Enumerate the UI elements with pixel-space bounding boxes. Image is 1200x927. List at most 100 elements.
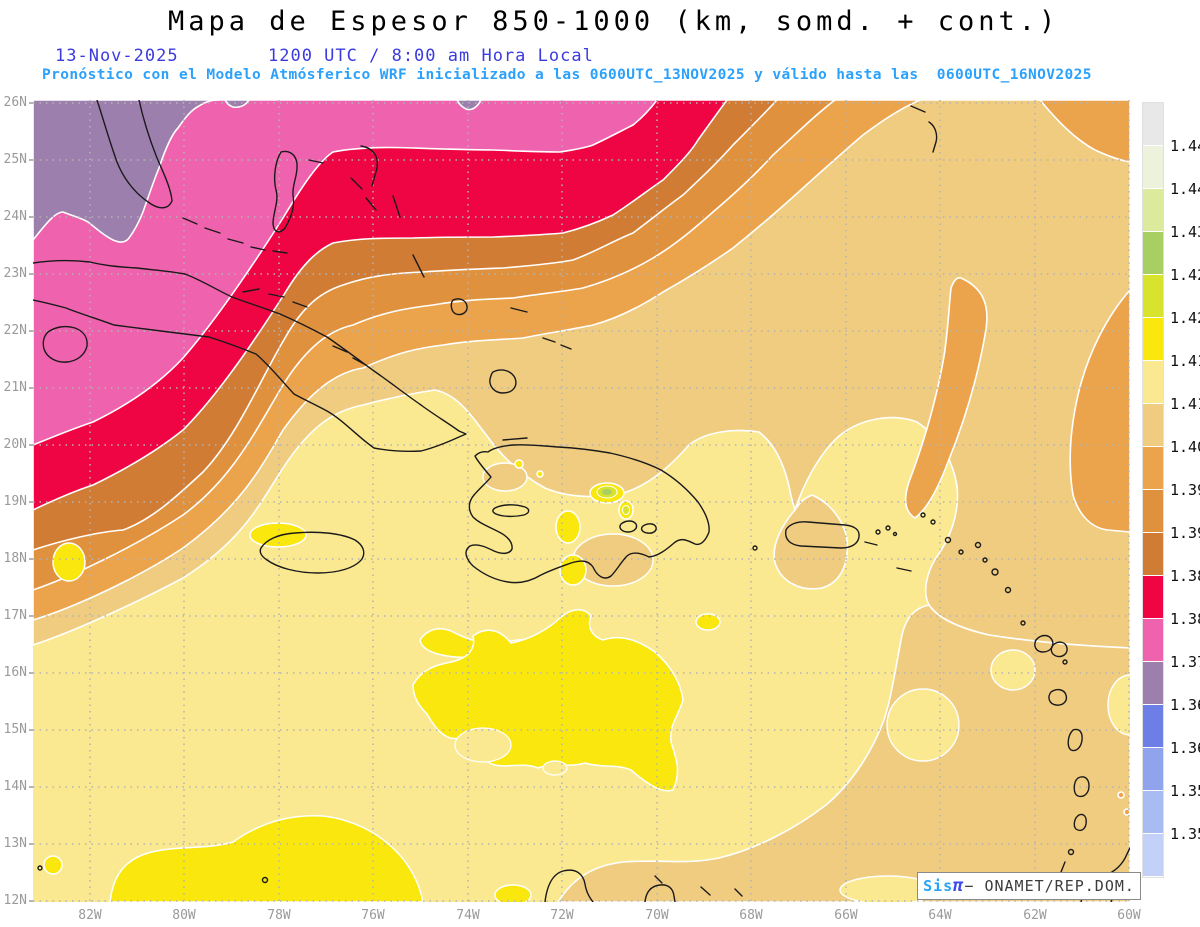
lat-label-17n: 17N (3, 608, 27, 623)
colorbar-segment-2 (1143, 189, 1163, 232)
lat-label-19n: 19N (3, 494, 27, 509)
lon-label-80w: 80W (172, 908, 196, 923)
coastline-florida (96, 100, 173, 209)
forecast-time: 1200 UTC / 8:00 am Hora Local (268, 46, 594, 66)
colorbar-label-1.41: 1.41 (1170, 395, 1200, 413)
watermark-onamet: − ONAMET/REP.DOM. (964, 877, 1135, 895)
pale-pockets (839, 649, 1130, 902)
lon-label-60w: 60W (1117, 908, 1141, 923)
lat-label-16n: 16N (3, 665, 27, 680)
thickness-colorbar (1142, 102, 1164, 878)
yellow-blobs (43, 459, 721, 902)
green-core (602, 489, 612, 495)
model-init-text: Pronóstico con el Modelo Atmósferico WRF… (42, 67, 1092, 83)
lon-label-66w: 66W (834, 908, 858, 923)
lat-tick (29, 387, 33, 389)
coastline-lakes-hispaniola (619, 520, 657, 534)
colorbar-segment-14 (1143, 705, 1163, 748)
lat-lon-gridlines (33, 100, 1130, 902)
lat-label-18n: 18N (3, 551, 27, 566)
coastline-small-islands-west (37, 865, 269, 884)
colorbar-segment-7 (1143, 404, 1163, 447)
lat-label-15n: 15N (3, 722, 27, 737)
forecast-date: 13-Nov-2025 (55, 46, 179, 66)
colorbar-label-1.392: 1.392 (1170, 524, 1200, 542)
lon-label-72w: 72W (550, 908, 574, 923)
coastline-cuba (33, 259, 467, 453)
yellow-blob-holes (454, 727, 568, 776)
map-canvas (33, 100, 1130, 902)
coastline-isle-of-youth (42, 325, 88, 363)
colorbar-label-1.422: 1.422 (1170, 309, 1200, 327)
lon-label-68w: 68W (739, 908, 763, 923)
coastline-jamaica (259, 531, 365, 574)
lon-label-82w: 82W (78, 908, 102, 923)
lat-tick (29, 501, 33, 503)
colorbar-segment-1 (1143, 146, 1163, 189)
colorbar-segment-15 (1143, 748, 1163, 791)
colorbar-label-1.374: 1.374 (1170, 653, 1200, 671)
watermark-sis: Sis (923, 877, 954, 895)
colorbar-label-1.386: 1.386 (1170, 567, 1200, 585)
lon-label-78w: 78W (267, 908, 291, 923)
colorbar-segment-5 (1143, 318, 1163, 361)
lat-tick (29, 558, 33, 560)
colorbar-label-1.404: 1.404 (1170, 438, 1200, 456)
lon-label-74w: 74W (456, 908, 480, 923)
coastline-cuban-cays (242, 288, 367, 366)
colorbar-segment-17 (1143, 834, 1163, 877)
lat-tick (29, 786, 33, 788)
colorbar-segment-12 (1143, 619, 1163, 662)
lat-tick (29, 672, 33, 674)
lat-tick (29, 444, 33, 446)
lat-tick (29, 330, 33, 332)
lat-label-14n: 14N (3, 779, 27, 794)
coastline-bahamas (272, 105, 938, 394)
colorbar-label-1.446: 1.446 (1170, 137, 1200, 155)
band-pink (33, 100, 658, 446)
lat-tick (29, 729, 33, 731)
colorbar-segment-13 (1143, 662, 1163, 705)
lat-label-24n: 24N (3, 209, 27, 224)
colorbar-label-1.362: 1.362 (1170, 739, 1200, 757)
lat-tick (29, 216, 33, 218)
colorbar-label-1.38: 1.38 (1170, 610, 1200, 628)
colorbar-label-1.416: 1.416 (1170, 352, 1200, 370)
lat-label-22n: 22N (3, 323, 27, 338)
lat-tick (29, 843, 33, 845)
colorbar-segment-16 (1143, 791, 1163, 834)
colorbar-segment-10 (1143, 533, 1163, 576)
tan-patches (482, 462, 654, 587)
lat-label-12n: 12N (3, 893, 27, 908)
lon-label-70w: 70W (645, 908, 669, 923)
lat-tick (29, 159, 33, 161)
coastline-hispaniola (465, 444, 710, 584)
coastline-tortuga (502, 437, 528, 441)
page-title: Mapa de Espesor 850-1000 (km, somd. + co… (168, 6, 1060, 37)
lat-tick (29, 615, 33, 617)
colorbar-label-1.398: 1.398 (1170, 481, 1200, 499)
coastline-puerto-rico (784, 521, 860, 549)
lat-tick (29, 102, 33, 104)
lat-tick (29, 900, 33, 902)
lat-label-20n: 20N (3, 437, 27, 452)
watermark-box: Sis π − ONAMET/REP.DOM. (917, 872, 1141, 900)
lat-tick (29, 273, 33, 275)
coastline-florida-keys (182, 217, 288, 254)
lat-label-25n: 25N (3, 152, 27, 167)
colorbar-label-1.368: 1.368 (1170, 696, 1200, 714)
coastline-virgin-islands (752, 525, 912, 572)
coastline-gonave (492, 504, 530, 518)
colorbar-label-1.434: 1.434 (1170, 223, 1200, 241)
colorbar-label-1.44: 1.44 (1170, 180, 1200, 198)
colorbar-segment-3 (1143, 232, 1163, 275)
colorbar-segment-6 (1143, 361, 1163, 404)
lat-label-21n: 21N (3, 380, 27, 395)
thickness-field-map (33, 100, 1130, 902)
watermark-pi-icon: π (953, 876, 965, 896)
colorbar-label-1.356: 1.356 (1170, 782, 1200, 800)
lat-label-26n: 26N (3, 95, 27, 110)
colorbar-segment-4 (1143, 275, 1163, 318)
colorbar-label-1.428: 1.428 (1170, 266, 1200, 284)
lon-label-62w: 62W (1023, 908, 1047, 923)
